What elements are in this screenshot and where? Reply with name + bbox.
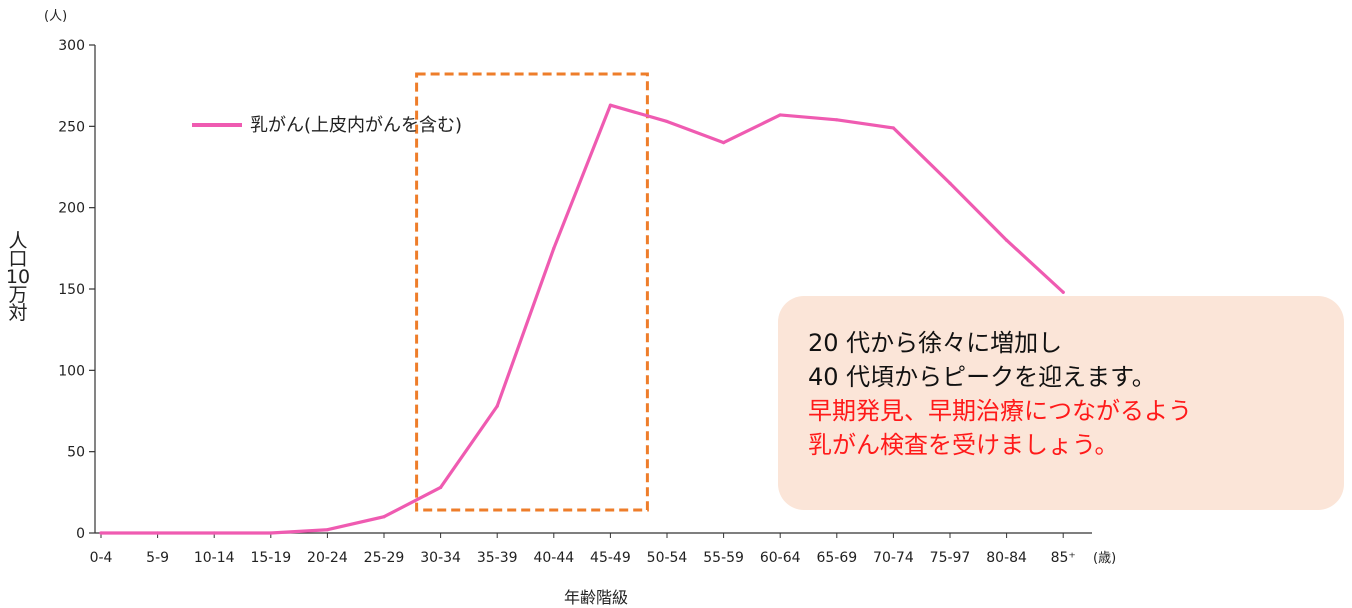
data-point xyxy=(552,246,556,250)
data-point xyxy=(665,119,669,124)
data-point xyxy=(608,103,613,107)
x-tick-label: 10-14 xyxy=(194,550,235,566)
data-point xyxy=(891,126,896,130)
x-axis-title: 年齢階級 xyxy=(564,588,628,607)
x-tick-label: 70-74 xyxy=(873,550,914,566)
callout-line-1: 20 代から徐々に増加し xyxy=(808,329,1063,357)
y-tick-label: 50 xyxy=(67,445,85,461)
highlight-range-box xyxy=(415,72,649,512)
y-unit-label: (人) xyxy=(44,9,67,24)
series-layer xyxy=(99,103,1065,535)
x-tick-label: 55-59 xyxy=(703,550,744,566)
data-point xyxy=(722,141,726,145)
highlight-layer xyxy=(415,72,649,512)
y-ticks: 0 50 100 150 200 250 300 xyxy=(58,38,95,542)
y-tick-label: 300 xyxy=(58,38,85,54)
data-point xyxy=(1005,238,1009,242)
callout-line-2: 40 代頃からピークを迎えます。 xyxy=(808,363,1156,391)
data-point xyxy=(1061,290,1065,294)
y-tick-label: 250 xyxy=(58,119,85,135)
x-tick-label: 25-29 xyxy=(364,550,405,566)
data-point xyxy=(382,515,386,519)
x-tick-label: 20-24 xyxy=(307,550,348,566)
x-unit-label: (歳) xyxy=(1093,551,1116,566)
data-point xyxy=(269,531,273,535)
data-point xyxy=(948,181,952,185)
x-tick-label: 60-64 xyxy=(760,550,801,566)
data-point xyxy=(495,404,499,408)
data-point xyxy=(835,118,839,122)
x-tick-label: 65-69 xyxy=(816,550,857,566)
series-line xyxy=(99,103,1065,535)
data-point xyxy=(778,113,782,117)
x-tick-label: 35-39 xyxy=(477,550,518,566)
x-tick-label: 5-9 xyxy=(146,550,169,566)
x-tick-label: 80-84 xyxy=(986,550,1027,566)
legend-label: 乳がん(上皮内がんを含む) xyxy=(250,115,462,136)
data-point xyxy=(212,531,216,535)
x-ticks: 0-4 5-9 10-14 15-19 20-24 25-29 30-34 35-39 40-4… xyxy=(90,533,1076,566)
callout-line-4: 乳がん検査を受けましょう。 xyxy=(808,431,1119,459)
y-tick-label: 150 xyxy=(58,282,85,298)
callout-line-3: 早期発見、早期治療につながるよう xyxy=(808,397,1192,425)
x-tick-label: 40-44 xyxy=(533,550,574,566)
x-tick-label: 50-54 xyxy=(647,550,688,566)
x-tick-label: 75-97 xyxy=(930,550,971,566)
data-point xyxy=(325,528,329,532)
y-tick-label: 200 xyxy=(58,201,85,217)
data-point xyxy=(439,485,443,490)
x-tick-label: 45-49 xyxy=(590,550,631,566)
callout-box: 20 代から徐々に増加し 40 代頃からピークを迎えます。 早期発見、早期治療に… xyxy=(778,296,1344,510)
legend: 乳がん(上皮内がんを含む) xyxy=(192,115,462,136)
x-tick-label: 0-4 xyxy=(90,550,113,566)
x-tick-label: 15-19 xyxy=(250,550,291,566)
y-tick-label: 100 xyxy=(58,363,85,379)
y-tick-label: 0 xyxy=(76,526,85,542)
y-axis-title: 人口10万対 xyxy=(5,230,31,324)
x-tick-label: 30-34 xyxy=(420,550,461,566)
x-tick-label: 85⁺ xyxy=(1051,550,1076,566)
data-point xyxy=(99,531,103,535)
data-point xyxy=(156,531,160,535)
